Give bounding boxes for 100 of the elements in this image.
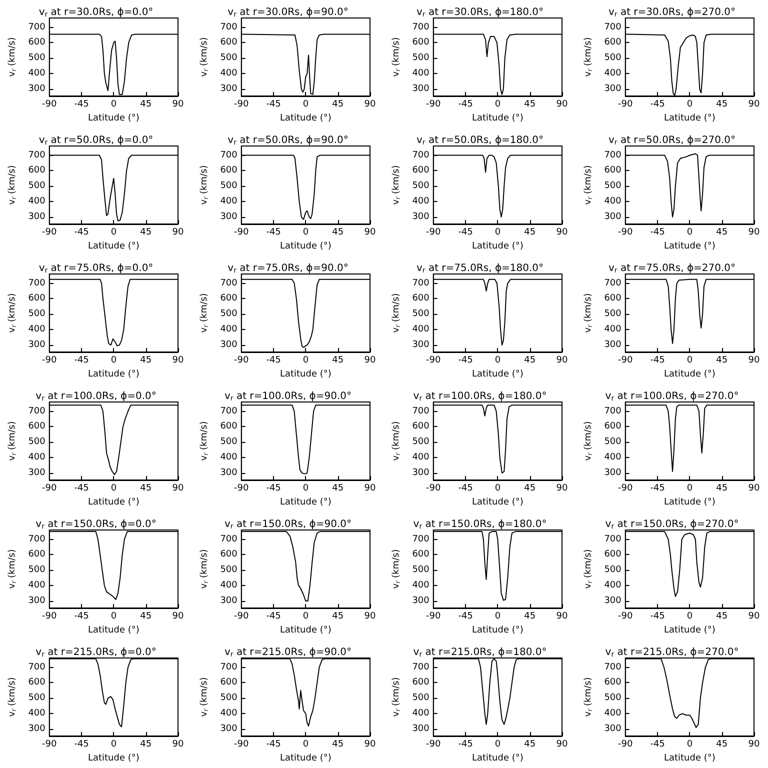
x-tick-label: -45 — [650, 228, 665, 238]
y-tick-label: 500 — [604, 309, 622, 320]
x-axis-title: Latitude (°) — [88, 497, 140, 508]
y-tick-label: 600 — [412, 422, 430, 432]
y-tick-label: 400 — [220, 196, 238, 207]
x-tick-label: -45 — [266, 612, 281, 622]
y-tick-label: 500 — [220, 437, 238, 448]
y-tick-label: 600 — [28, 550, 46, 560]
y-tick-label: 700 — [28, 22, 46, 32]
y-tick-label: 600 — [604, 294, 622, 304]
x-tick-label: -45 — [458, 228, 473, 238]
x-tick-label: 90 — [556, 484, 568, 494]
x-axis-title: Latitude (°) — [88, 753, 140, 764]
y-tick-label: 500 — [28, 693, 46, 704]
y-tick-label: 400 — [28, 580, 46, 591]
y-tick-label: 600 — [28, 294, 46, 304]
x-axis-title: Latitude (°) — [664, 625, 716, 636]
y-tick-label: 300 — [28, 340, 46, 350]
y-tick-label: 700 — [220, 406, 238, 416]
x-tick-label: 45 — [524, 356, 536, 366]
x-tick-label: -45 — [74, 100, 89, 110]
y-tick-label: 700 — [28, 150, 46, 160]
x-tick-label: -90 — [42, 356, 57, 366]
y-tick-label: 500 — [28, 181, 46, 192]
x-tick-label: -45 — [650, 740, 665, 750]
x-tick-label: -45 — [74, 228, 89, 238]
y-tick-label: 300 — [412, 724, 430, 734]
x-tick-label: -90 — [42, 228, 57, 238]
y-tick-label: 700 — [220, 662, 238, 672]
x-axis-title: Latitude (°) — [472, 241, 524, 252]
x-tick-label: 45 — [716, 484, 728, 494]
y-tick-label: 700 — [220, 534, 238, 544]
x-tick-label: 45 — [716, 356, 728, 366]
x-tick-label: 45 — [140, 100, 152, 110]
y-tick-label: 500 — [28, 437, 46, 448]
x-tick-label: -45 — [74, 740, 89, 750]
x-tick-label: 45 — [140, 356, 152, 366]
y-tick-label: 400 — [220, 324, 238, 335]
y-tick-label: 700 — [220, 22, 238, 32]
y-tick-label: 700 — [604, 662, 622, 672]
x-tick-label: -90 — [618, 356, 633, 366]
y-tick-label: 700 — [412, 406, 430, 416]
x-tick-label: 0 — [686, 612, 693, 622]
x-tick-label: 45 — [332, 740, 344, 750]
y-tick-label: 300 — [412, 84, 430, 94]
x-tick-label: 0 — [494, 740, 501, 750]
y-tick-label: 600 — [412, 678, 430, 688]
x-tick-label: 90 — [748, 484, 760, 494]
y-tick-label: 600 — [28, 422, 46, 432]
x-tick-label: -90 — [618, 740, 633, 750]
y-tick-label: 600 — [28, 38, 46, 48]
y-tick-label: 400 — [412, 708, 430, 719]
x-tick-label: -90 — [618, 100, 633, 110]
y-tick-label: 400 — [28, 196, 46, 207]
y-tick-label: 400 — [604, 580, 622, 591]
y-tick-label: 600 — [28, 678, 46, 688]
x-tick-label: -90 — [234, 740, 249, 750]
y-tick-label: 500 — [412, 309, 430, 320]
x-tick-label: -90 — [618, 228, 633, 238]
x-tick-label: 0 — [494, 484, 501, 494]
x-tick-label: 45 — [524, 228, 536, 238]
y-tick-label: 400 — [412, 68, 430, 79]
y-tick-label: 700 — [220, 150, 238, 160]
y-tick-label: 500 — [604, 437, 622, 448]
x-tick-label: -45 — [458, 100, 473, 110]
x-tick-label: 45 — [332, 356, 344, 366]
x-tick-label: -90 — [426, 228, 441, 238]
y-tick-label: 500 — [412, 565, 430, 576]
y-tick-label: 400 — [412, 580, 430, 591]
x-tick-label: -90 — [42, 612, 57, 622]
x-tick-label: 0 — [302, 740, 309, 750]
y-tick-label: 500 — [220, 181, 238, 192]
x-tick-label: 90 — [556, 356, 568, 366]
x-tick-label: -45 — [458, 484, 473, 494]
y-tick-label: 700 — [604, 22, 622, 32]
x-axis-title: Latitude (°) — [664, 241, 716, 252]
x-tick-label: 0 — [110, 740, 117, 750]
y-tick-label: 300 — [220, 84, 238, 94]
x-tick-label: -45 — [458, 740, 473, 750]
y-tick-label: 400 — [604, 68, 622, 79]
x-tick-label: 45 — [332, 484, 344, 494]
y-tick-label: 500 — [412, 181, 430, 192]
y-tick-label: 600 — [412, 38, 430, 48]
x-tick-label: -45 — [266, 484, 281, 494]
y-tick-label: 300 — [412, 468, 430, 478]
x-tick-label: 45 — [332, 228, 344, 238]
x-axis-title: Latitude (°) — [472, 113, 524, 124]
x-tick-label: 45 — [332, 100, 344, 110]
x-tick-label: -45 — [74, 356, 89, 366]
y-tick-label: 300 — [28, 724, 46, 734]
x-tick-label: 90 — [172, 100, 184, 110]
x-tick-label: 90 — [556, 228, 568, 238]
x-tick-label: -45 — [74, 484, 89, 494]
x-tick-label: 90 — [172, 612, 184, 622]
x-axis-title: Latitude (°) — [472, 497, 524, 508]
x-tick-label: 0 — [494, 356, 501, 366]
x-tick-label: -45 — [266, 100, 281, 110]
x-axis-title: Latitude (°) — [88, 241, 140, 252]
x-axis-title: Latitude (°) — [472, 753, 524, 764]
y-tick-label: 700 — [220, 278, 238, 288]
